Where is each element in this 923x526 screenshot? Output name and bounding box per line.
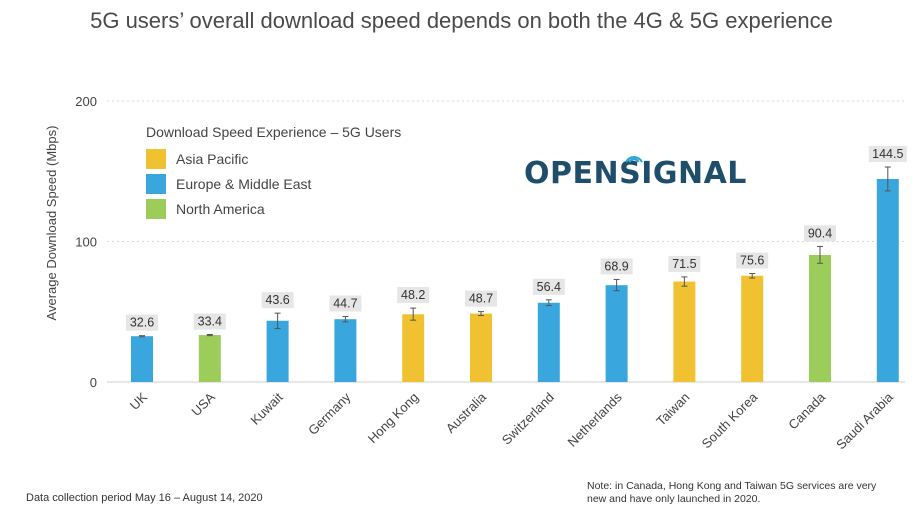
- x-tick-label-switzerland: Switzerland: [499, 390, 557, 448]
- x-tick-label-usa: USA: [188, 389, 218, 419]
- legend-label: North America: [176, 200, 265, 217]
- x-tick-label-kuwait: Kuwait: [248, 389, 286, 427]
- data-label: 44.7: [333, 297, 357, 311]
- x-tick-label-germany: Germany: [305, 389, 354, 438]
- legend-label: Europe & Middle East: [176, 175, 312, 192]
- y-tick-label: 100: [75, 235, 97, 250]
- data-label-box: [193, 313, 226, 330]
- legend: Download Speed Experience – 5G Users Asi…: [146, 124, 401, 221]
- legend-item-north-america: North America: [146, 196, 401, 221]
- data-collection-note: Data collection period May 16 – August 1…: [26, 492, 263, 504]
- x-tick-label-taiwan: Taiwan: [653, 390, 692, 429]
- legend-item-asia-pacific: Asia Pacific: [146, 146, 401, 171]
- bar-germany: [334, 319, 357, 382]
- bar-switzerland: [537, 302, 560, 382]
- x-tick-label-south-korea: South Korea: [699, 389, 761, 451]
- data-label-box: [397, 287, 430, 304]
- data-label: 48.2: [401, 288, 425, 302]
- opensignal-logo: OPENSIGNAL: [524, 156, 747, 191]
- bar-hong-kong: [402, 314, 425, 382]
- y-tick-label: 200: [75, 94, 97, 109]
- bar-netherlands: [605, 285, 628, 382]
- data-label: 68.9: [604, 259, 628, 273]
- data-label: 32.6: [130, 316, 154, 330]
- services-note: Note: in Canada, Hong Kong and Taiwan 5G…: [587, 480, 877, 506]
- legend-title: Download Speed Experience – 5G Users: [146, 124, 402, 140]
- x-tick-label-uk: UK: [127, 389, 151, 413]
- data-label-box: [465, 290, 497, 307]
- bar-usa: [198, 335, 221, 382]
- x-tick-label-hong-kong: Hong Kong: [365, 390, 422, 447]
- bar-south-korea: [741, 275, 764, 382]
- data-label-box: [126, 314, 158, 331]
- bar-canada: [809, 254, 831, 382]
- bar-uk: [131, 336, 153, 382]
- data-label-box: [804, 225, 836, 242]
- data-label: 71.5: [672, 257, 696, 271]
- x-tick-label-australia: Australia: [443, 389, 490, 436]
- x-tick-label-canada: Canada: [785, 389, 828, 432]
- data-label-box: [868, 146, 907, 163]
- data-label: 33.4: [198, 315, 222, 329]
- data-label-box: [668, 255, 701, 272]
- data-label-box: [329, 295, 362, 312]
- bar-australia: [470, 313, 492, 382]
- data-label-box: [600, 258, 633, 275]
- y-axis-label: Average Download Speed (Mbps): [44, 126, 59, 321]
- data-label: 43.6: [265, 293, 289, 307]
- x-tick-label-netherlands: Netherlands: [565, 389, 626, 450]
- data-label: 90.4: [808, 226, 832, 240]
- x-tick-label-saudi-arabia: Saudi Arabia: [833, 389, 896, 452]
- y-tick-label: 0: [90, 375, 97, 390]
- data-label-box: [532, 278, 565, 295]
- legend-swatch-north-america: [146, 198, 166, 219]
- data-label: 48.7: [469, 292, 493, 306]
- data-label: 75.6: [740, 254, 764, 268]
- data-label-box: [261, 292, 294, 309]
- data-label: 144.5: [872, 147, 903, 161]
- data-label: 56.4: [537, 280, 561, 294]
- bar-taiwan: [673, 281, 696, 382]
- legend-swatch-asia-pacific: [146, 148, 166, 169]
- legend-swatch-europe-middle-east: [146, 173, 166, 194]
- bar-saudi-arabia: [876, 178, 899, 382]
- signal-arcs-icon: [625, 156, 643, 163]
- chart-title: 5G users’ overall download speed depends…: [90, 8, 833, 33]
- legend-item-europe-middle-east: Europe & Middle East: [146, 171, 401, 196]
- data-label-box: [736, 252, 769, 269]
- bar-kuwait: [266, 320, 289, 382]
- legend-label: Asia Pacific: [176, 150, 249, 167]
